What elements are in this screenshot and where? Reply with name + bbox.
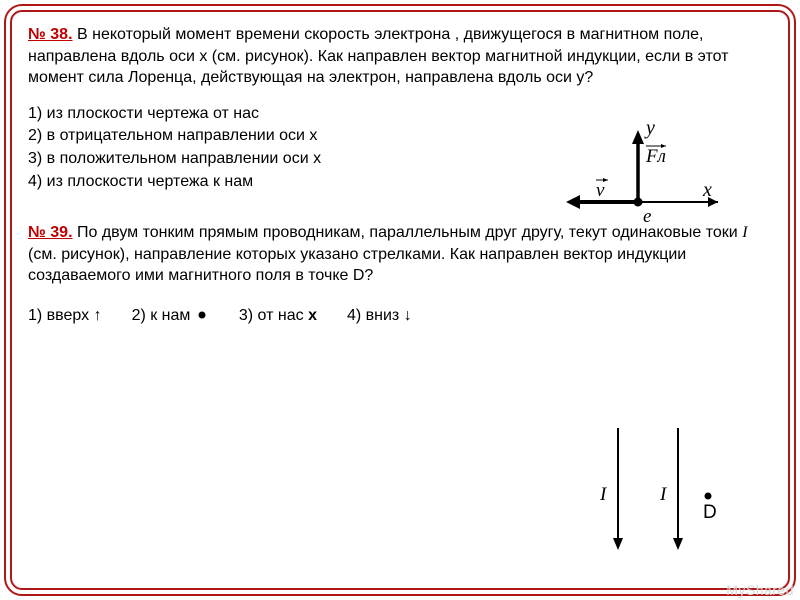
label-v: v bbox=[596, 180, 605, 201]
options-39: 1) вверх ↑ 2) к нам 3) от нас x 4) вниз … bbox=[28, 305, 772, 327]
label-x: x bbox=[702, 179, 712, 201]
label-y: y bbox=[644, 122, 655, 139]
problem-text-39b: (см. рисунок), направление которых указа… bbox=[28, 246, 686, 285]
label-e: e bbox=[643, 206, 651, 227]
dot-icon bbox=[195, 308, 209, 322]
option-39-1: 1) вверх ↑ bbox=[28, 305, 102, 327]
current-symbol: I bbox=[742, 224, 747, 241]
option-39-3: 3) от нас x bbox=[239, 305, 317, 327]
diagram-38: y Fл v x e bbox=[538, 122, 738, 242]
problem-number-39: № 39. bbox=[28, 224, 73, 241]
watermark: MyShared bbox=[726, 582, 794, 598]
diagram-39: I I D bbox=[568, 418, 748, 558]
option-39-4: 4) вниз ↓ bbox=[347, 305, 412, 327]
problem-number-38: № 38. bbox=[28, 26, 73, 43]
option-39-2: 2) к нам bbox=[132, 305, 209, 327]
label-I1: I bbox=[599, 484, 608, 505]
label-F: Fл bbox=[645, 146, 666, 167]
label-D: D bbox=[703, 502, 717, 523]
problem-text-38: В некоторый момент времени скорость элек… bbox=[28, 26, 728, 86]
label-I2: I bbox=[659, 484, 668, 505]
inner-border: № 38. В некоторый момент времени скорост… bbox=[10, 10, 790, 590]
